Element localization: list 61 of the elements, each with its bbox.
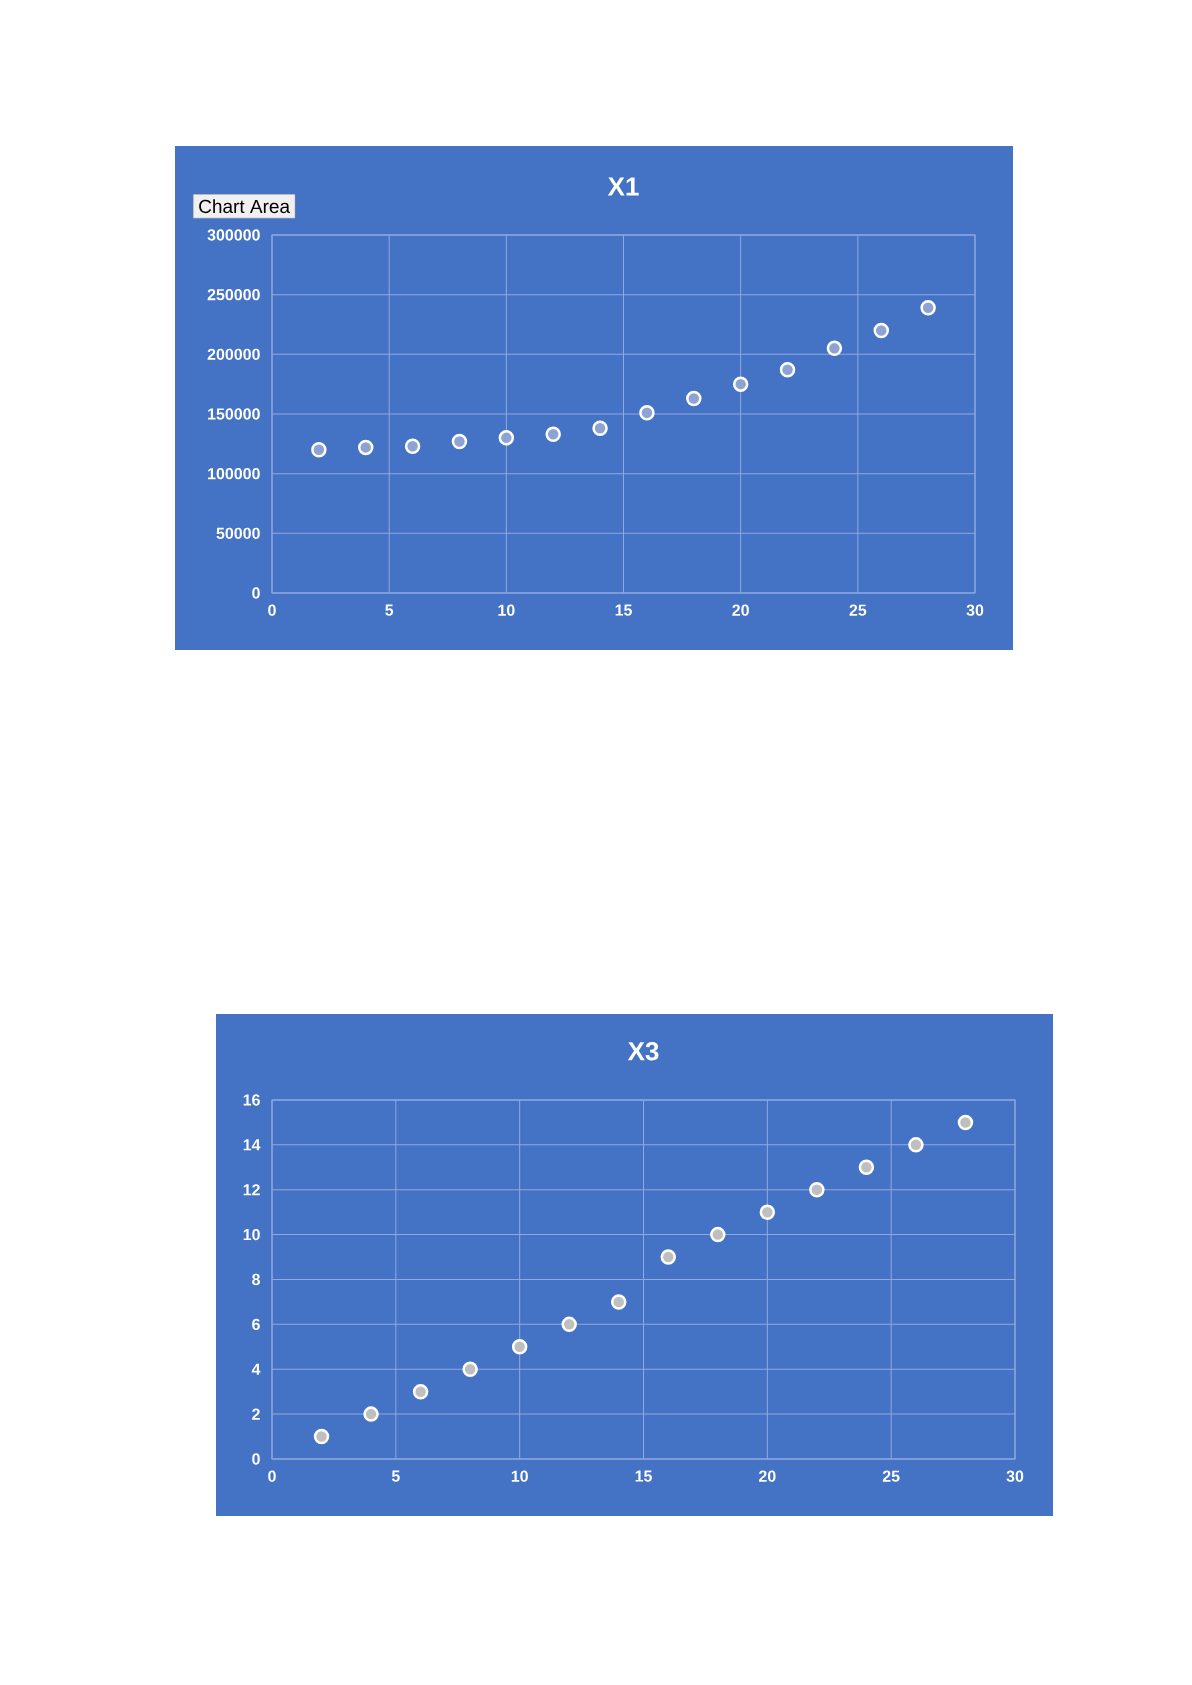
point — [357, 439, 374, 456]
x-tick-label: 30 — [1006, 1470, 1024, 1482]
point — [610, 1294, 627, 1310]
y-tick-label: 12 — [243, 1184, 260, 1196]
point — [759, 1204, 776, 1220]
y-tick-label: 0 — [252, 1453, 260, 1465]
y-tick-label: 14 — [243, 1139, 261, 1151]
chart-title: X1 — [607, 177, 639, 196]
point — [313, 1428, 330, 1445]
point — [779, 362, 796, 378]
point — [920, 300, 936, 316]
y-tick-label: 200000 — [207, 348, 260, 360]
x-tick-label: 10 — [511, 1470, 528, 1482]
x-tick-label: 5 — [385, 604, 394, 616]
point — [957, 1114, 974, 1131]
y-tick-label: 150000 — [208, 408, 260, 420]
point — [462, 1361, 478, 1377]
x-tick-label: 5 — [391, 1470, 400, 1482]
y-tick-label: 6 — [252, 1318, 260, 1331]
point — [732, 376, 749, 392]
point — [873, 322, 890, 339]
y-tick-label: 100000 — [208, 467, 260, 480]
point — [908, 1137, 924, 1153]
text: Chart Area — [199, 199, 291, 214]
point — [826, 340, 843, 357]
point — [710, 1226, 726, 1243]
point — [363, 1406, 379, 1422]
y-tick-label: 4 — [251, 1363, 261, 1375]
point — [686, 390, 702, 407]
point — [545, 426, 561, 443]
chart-title: X3 — [627, 1042, 659, 1061]
point — [511, 1339, 528, 1355]
y-tick-label: 8 — [252, 1273, 260, 1286]
point — [451, 433, 468, 450]
x-tick-label: 10 — [498, 604, 515, 616]
x-tick-label: 0 — [268, 1470, 276, 1482]
x-tick-label: 25 — [882, 1470, 900, 1482]
point — [660, 1249, 677, 1265]
y-tick-label: 10 — [243, 1228, 260, 1241]
point — [404, 438, 421, 454]
x-tick-label: 25 — [849, 604, 867, 616]
point — [592, 420, 608, 437]
y-tick-label: 300000 — [207, 229, 260, 241]
point — [561, 1316, 577, 1333]
y-tick-label: 2 — [252, 1408, 260, 1420]
point — [498, 430, 515, 446]
x-tick-label: 15 — [635, 1470, 652, 1482]
point — [311, 442, 327, 458]
point — [639, 405, 655, 421]
x-tick-label: 0 — [268, 604, 276, 616]
y-tick-label: 250000 — [207, 288, 260, 301]
x-tick-label: 20 — [758, 1470, 776, 1482]
point — [809, 1181, 825, 1198]
y-tick-label: 0 — [252, 587, 260, 599]
x-tick-label: 15 — [615, 604, 632, 616]
point — [412, 1383, 429, 1400]
point — [858, 1159, 875, 1176]
y-tick-label: 50000 — [216, 527, 260, 539]
x-tick-label: 20 — [732, 604, 749, 616]
y-tick-label: 16 — [243, 1094, 260, 1106]
x-tick-label: 30 — [966, 604, 984, 616]
